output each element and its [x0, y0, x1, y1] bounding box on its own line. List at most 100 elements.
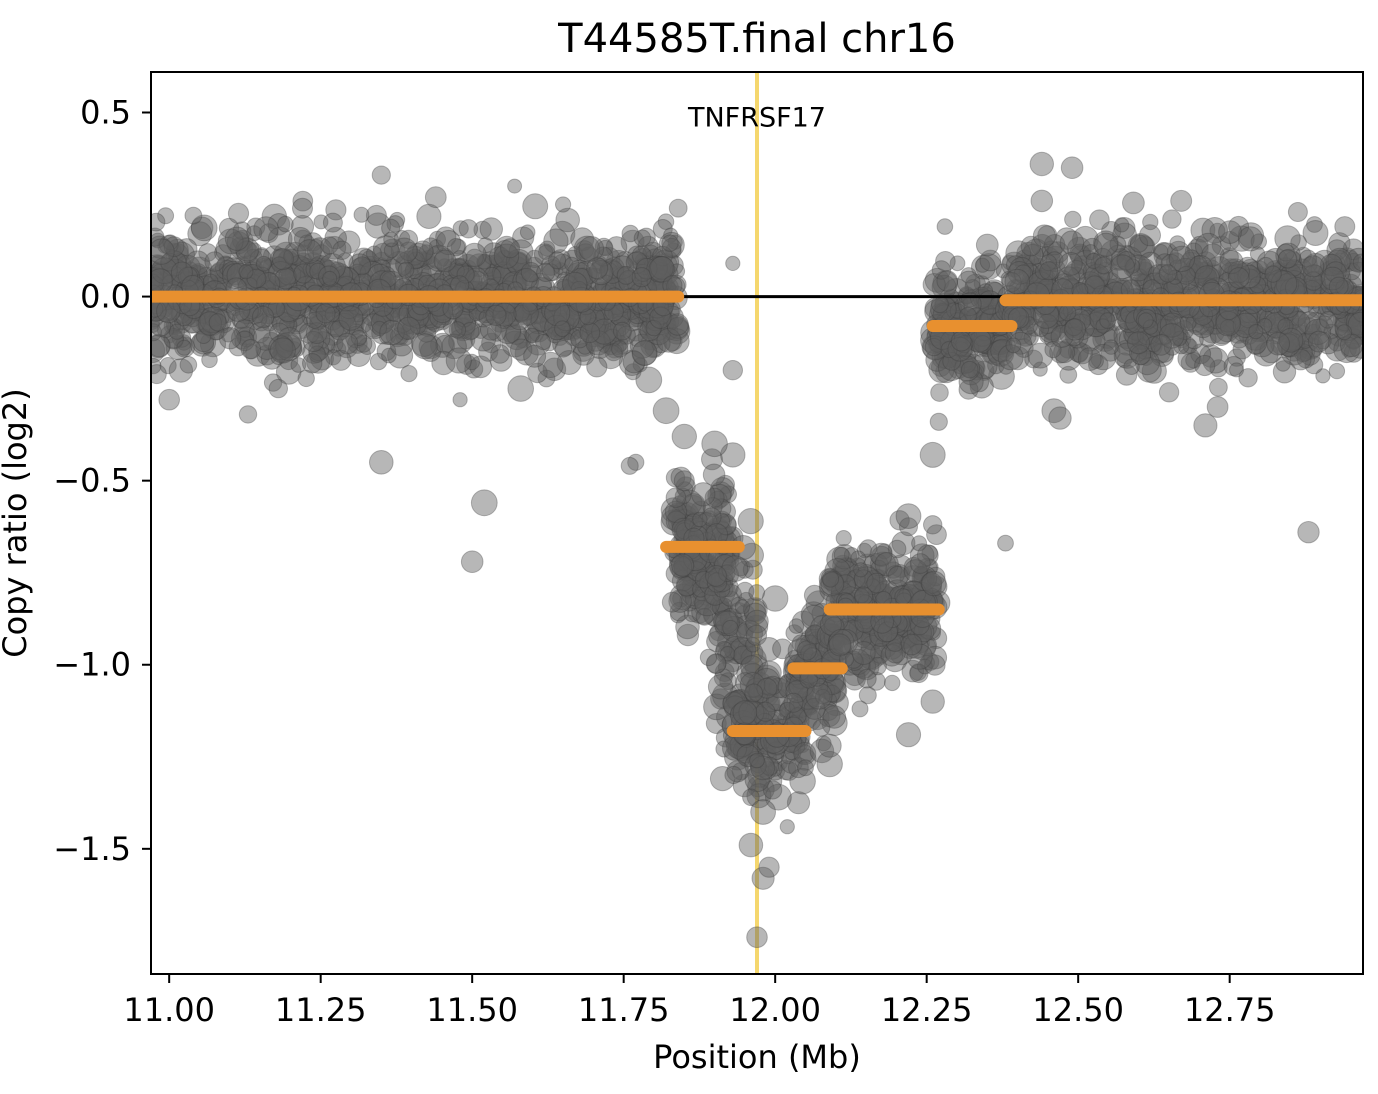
data-point — [603, 328, 622, 347]
data-point — [464, 359, 484, 379]
data-point — [270, 349, 286, 365]
data-point — [1030, 189, 1054, 213]
data-point — [636, 304, 653, 321]
data-point — [347, 333, 368, 354]
data-point — [336, 252, 354, 270]
data-point — [231, 326, 254, 350]
data-point — [336, 332, 359, 355]
data-point — [494, 310, 514, 329]
data-point — [611, 335, 629, 352]
data-point — [183, 264, 210, 291]
data-point — [615, 251, 635, 270]
data-point — [722, 360, 743, 381]
data-point — [238, 264, 254, 280]
data-point — [421, 249, 437, 265]
data-point — [426, 245, 450, 269]
data-point — [1059, 230, 1085, 255]
data-point — [306, 237, 333, 264]
data-point — [158, 388, 180, 411]
data-point — [559, 249, 586, 277]
data-point — [473, 220, 492, 240]
x-tick-label: 11.00 — [123, 991, 215, 1029]
data-point — [329, 320, 351, 341]
data-point — [176, 339, 193, 356]
data-point — [165, 317, 182, 333]
data-point — [316, 271, 333, 288]
data-point — [1277, 249, 1298, 269]
data-point — [701, 430, 728, 458]
data-point — [381, 347, 397, 364]
data-point — [555, 196, 572, 213]
data-point — [565, 262, 593, 289]
data-point — [551, 318, 574, 341]
data-point — [246, 217, 266, 237]
data-point — [287, 226, 313, 252]
data-point — [1206, 396, 1229, 418]
data-point — [590, 321, 618, 349]
data-point — [249, 305, 268, 324]
data-point — [275, 359, 302, 385]
data-point — [218, 217, 240, 239]
data-point — [485, 263, 503, 280]
data-point — [329, 262, 351, 284]
data-point — [663, 318, 691, 345]
data-point — [245, 274, 263, 292]
data-point — [300, 263, 317, 279]
data-point — [649, 309, 675, 335]
data-point — [586, 257, 609, 280]
data-point — [248, 321, 271, 344]
data-point — [493, 303, 509, 319]
data-point — [471, 303, 489, 320]
data-point — [160, 250, 187, 277]
data-point — [797, 759, 814, 777]
data-point — [419, 340, 442, 362]
data-point — [528, 320, 550, 343]
data-point — [231, 310, 250, 330]
data-point — [398, 229, 419, 249]
data-point — [210, 308, 236, 334]
data-point — [220, 327, 236, 343]
data-point — [1266, 332, 1290, 356]
data-point — [577, 313, 598, 334]
data-point — [493, 263, 518, 288]
data-point — [358, 337, 377, 356]
data-point — [311, 331, 336, 355]
data-point — [491, 261, 516, 286]
data-point — [297, 239, 322, 264]
data-point — [429, 306, 451, 328]
data-point — [624, 363, 642, 381]
data-point — [507, 375, 535, 402]
data-point — [249, 248, 273, 272]
data-point — [744, 683, 764, 703]
data-point — [660, 312, 680, 332]
data-point — [1328, 362, 1346, 380]
data-point — [184, 206, 203, 225]
data-point — [595, 308, 616, 329]
data-point — [507, 252, 530, 275]
data-point — [734, 599, 751, 615]
data-point — [323, 311, 343, 331]
data-point — [209, 261, 233, 285]
data-point — [631, 248, 656, 273]
data-point — [573, 235, 601, 263]
data-point — [287, 255, 312, 279]
data-point — [182, 315, 201, 334]
data-point — [627, 245, 648, 266]
data-point — [180, 310, 196, 326]
data-point — [632, 357, 648, 373]
data-point — [458, 219, 479, 239]
data-point — [1029, 151, 1055, 177]
data-point — [274, 333, 294, 352]
data-point — [488, 268, 504, 285]
data-point — [637, 315, 662, 339]
data-point — [416, 251, 433, 267]
data-point — [379, 238, 406, 265]
data-point — [445, 347, 472, 374]
data-point — [539, 332, 559, 352]
data-point — [232, 221, 252, 240]
data-point — [376, 341, 397, 362]
data-point — [151, 273, 161, 290]
data-point — [176, 271, 196, 290]
data-point — [451, 317, 474, 340]
